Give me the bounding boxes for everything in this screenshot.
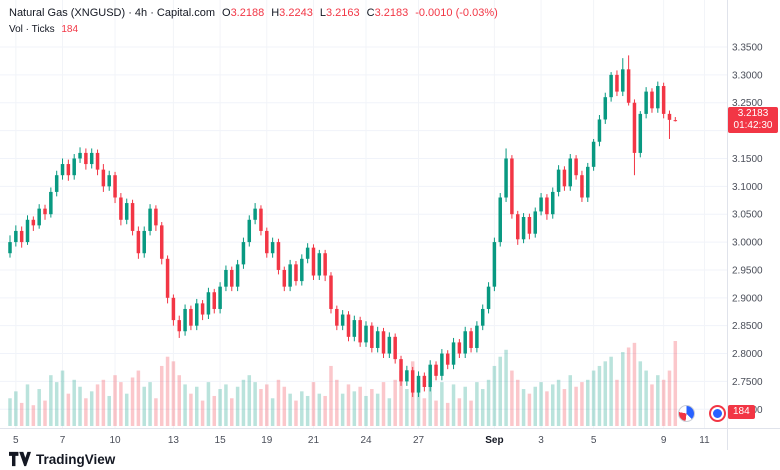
low-label: L (319, 7, 326, 19)
svg-text:Sep: Sep (485, 435, 503, 446)
svg-text:3.3000: 3.3000 (732, 70, 763, 81)
svg-text:3.0500: 3.0500 (732, 210, 763, 221)
svg-text:2.7500: 2.7500 (732, 377, 763, 388)
svg-text:21: 21 (308, 435, 320, 446)
floating-widget-icon-1[interactable] (678, 405, 695, 422)
high-label: H (271, 7, 280, 19)
svg-text:3.3500: 3.3500 (732, 43, 763, 54)
svg-text:7: 7 (60, 435, 66, 446)
volume-indicator-label[interactable]: Vol · Ticks (9, 24, 55, 35)
symbol-info-row: Natural Gas (XNGUSD) · 4h · Capital.com … (9, 7, 498, 19)
svg-text:13: 13 (168, 435, 180, 446)
open-label: O (222, 7, 231, 19)
svg-text:5: 5 (13, 435, 19, 446)
svg-text:2.8000: 2.8000 (732, 349, 763, 360)
svg-text:11: 11 (699, 435, 710, 446)
volume-indicator-value: 184 (61, 24, 79, 35)
symbol-title[interactable]: Natural Gas (XNGUSD) · 4h · Capital.com (9, 7, 215, 19)
bar-countdown: 01:42:30 (733, 120, 773, 132)
svg-text:15: 15 (215, 435, 227, 446)
price-axis[interactable] (727, 0, 780, 428)
tradingview-logo-icon (9, 451, 31, 467)
change-value: -0.0010 (-0.03%) (415, 7, 498, 19)
close-value: 3.2183 (374, 7, 409, 19)
last-price-badge: 3.2183 01:42:30 (728, 107, 778, 134)
tradingview-logo[interactable]: TradingView (9, 451, 115, 467)
low-pair: L3.2163 (320, 7, 360, 19)
chart-legend: Natural Gas (XNGUSD) · 4h · Capital.com … (9, 7, 498, 35)
svg-text:2.9000: 2.9000 (732, 293, 763, 304)
high-value: 3.2243 (279, 7, 313, 19)
svg-text:2.8500: 2.8500 (732, 321, 763, 332)
svg-text:3.0000: 3.0000 (732, 238, 763, 249)
svg-text:5: 5 (591, 435, 597, 446)
volume-indicator-row: Vol · Ticks 184 (9, 24, 498, 35)
tradingview-logo-text: TradingView (36, 451, 116, 467)
svg-text:3.2500: 3.2500 (732, 98, 763, 109)
high-pair: H3.2243 (271, 7, 313, 19)
floating-widget-icon-2[interactable] (709, 405, 726, 422)
low-value: 3.2163 (325, 7, 360, 19)
open-value: 3.2188 (230, 7, 265, 19)
svg-text:9: 9 (661, 435, 667, 446)
svg-text:24: 24 (360, 435, 372, 446)
svg-text:19: 19 (261, 435, 273, 446)
svg-text:2.9500: 2.9500 (732, 265, 763, 276)
svg-text:3: 3 (538, 435, 544, 446)
floating-widget-icon-2-dot (711, 407, 724, 420)
close-label: C (366, 7, 375, 19)
svg-text:27: 27 (413, 435, 425, 446)
last-volume-badge: 184 (728, 405, 755, 419)
svg-text:3.1500: 3.1500 (732, 154, 763, 165)
time-axis[interactable] (0, 428, 727, 450)
close-pair: C3.2183 (367, 7, 409, 19)
last-price-value: 3.2183 (737, 108, 769, 120)
svg-text:3.1000: 3.1000 (732, 182, 763, 193)
open-pair: O3.2188 (222, 7, 264, 19)
svg-text:10: 10 (109, 435, 121, 446)
